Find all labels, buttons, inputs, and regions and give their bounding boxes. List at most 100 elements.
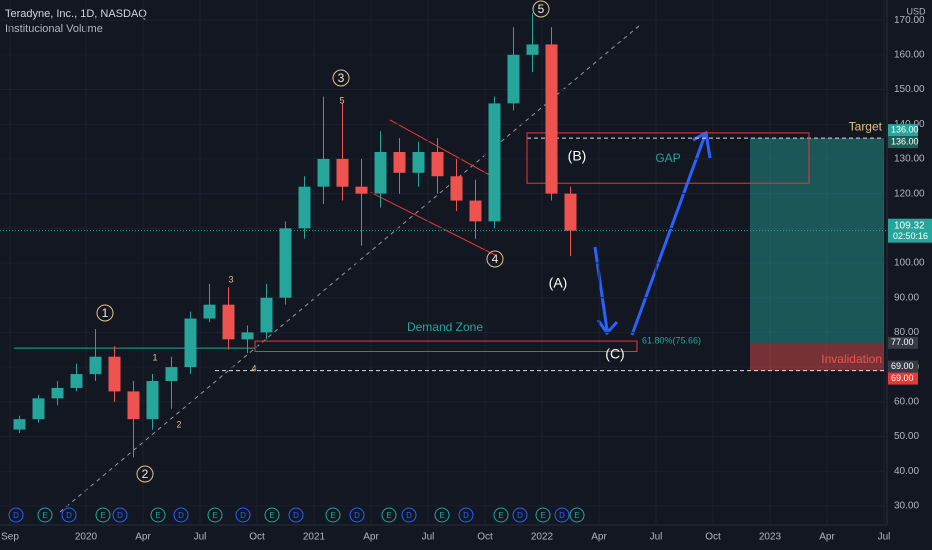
candle-body xyxy=(450,176,463,201)
wave-label: 4 xyxy=(492,252,499,266)
price-tag xyxy=(888,124,918,137)
x-tick-label: 2022 xyxy=(531,532,554,543)
y-tick-label: 80.00 xyxy=(894,327,919,338)
candle-body xyxy=(241,332,254,340)
candle-body xyxy=(260,297,273,333)
price-tag xyxy=(888,372,918,385)
price-tag-label: 136.00 xyxy=(891,136,919,146)
x-tick-label: Jul xyxy=(194,532,207,543)
event-icon xyxy=(173,507,189,523)
candle-body xyxy=(317,158,330,187)
x-tick-label: Oct xyxy=(705,532,721,543)
candle-body xyxy=(184,318,197,368)
candle-body xyxy=(507,54,520,104)
event-icon xyxy=(381,507,397,523)
candle-body xyxy=(32,398,45,420)
event-icon xyxy=(434,507,450,523)
price-tag-label: 69.00 xyxy=(891,361,914,371)
y-tick-label: 120.00 xyxy=(894,188,925,199)
wave-label: 5 xyxy=(339,95,344,105)
x-tick-label: 2021 xyxy=(303,532,326,543)
wave-circle xyxy=(532,0,550,18)
event-letter: E xyxy=(574,511,579,520)
x-tick-label: Jul xyxy=(422,532,435,543)
event-icon xyxy=(569,507,585,523)
event-icon xyxy=(8,507,24,523)
y-tick-label: 160.00 xyxy=(894,49,925,60)
wave-label: (C) xyxy=(605,346,624,362)
countdown: 02:50:16 xyxy=(893,231,928,241)
event-letter: D xyxy=(406,511,412,520)
event-letter: D xyxy=(517,511,523,520)
event-icon xyxy=(512,507,528,523)
candle-body xyxy=(355,186,368,194)
event-letter: D xyxy=(354,511,360,520)
fib-label: 61.80%(75.66) xyxy=(642,335,701,345)
event-icon xyxy=(288,507,304,523)
event-icon xyxy=(264,507,280,523)
x-tick-label: Apr xyxy=(135,532,151,543)
wave-label: (B) xyxy=(568,148,587,164)
wave-label: 1 xyxy=(152,352,157,362)
event-icon xyxy=(325,507,341,523)
wave-label: 5 xyxy=(538,2,545,16)
event-icon xyxy=(554,507,570,523)
y-tick-label: 130.00 xyxy=(894,154,925,165)
event-letter: D xyxy=(178,511,184,520)
wave-label: 3 xyxy=(228,274,233,284)
wave-label: 2 xyxy=(142,467,149,481)
x-tick-label: Oct xyxy=(477,532,493,543)
x-tick-label: Apr xyxy=(819,532,835,543)
candle-body xyxy=(412,151,425,173)
candle-body xyxy=(165,367,178,381)
candle-body xyxy=(89,356,102,375)
y-tick-label: 40.00 xyxy=(894,466,919,477)
wave-circle xyxy=(136,465,154,483)
wave-circle xyxy=(332,69,350,87)
wave-label: 4 xyxy=(251,363,256,373)
y-tick-label: 90.00 xyxy=(894,292,919,303)
gap-box xyxy=(526,132,810,184)
candle-body xyxy=(393,151,406,173)
x-tick-label: 2023 xyxy=(759,532,782,543)
candle-body xyxy=(146,380,159,420)
candle-body xyxy=(336,158,349,187)
wave-circle xyxy=(486,250,504,268)
target-label: Target xyxy=(849,119,883,133)
price-tag xyxy=(888,136,918,149)
candle-body xyxy=(108,356,121,392)
event-letter: E xyxy=(439,511,444,520)
event-icon xyxy=(458,507,474,523)
event-letter: E xyxy=(269,511,274,520)
event-icon xyxy=(235,507,251,523)
y-tick-label: 50.00 xyxy=(894,431,919,442)
event-letter: D xyxy=(117,511,123,520)
event-icon xyxy=(95,507,111,523)
price-tag xyxy=(888,336,918,349)
stop-label: Invalidation xyxy=(821,352,882,366)
event-letter: D xyxy=(13,511,19,520)
x-tick-label: Apr xyxy=(363,532,379,543)
gap-label: GAP xyxy=(655,151,680,165)
candle-body xyxy=(51,387,64,399)
event-letter: E xyxy=(386,511,391,520)
candle-body xyxy=(70,374,83,388)
event-icon xyxy=(207,507,223,523)
candle-body xyxy=(545,44,558,194)
chart-title: Teradyne, Inc., 1D, NASDAQ xyxy=(5,8,147,20)
event-letter: D xyxy=(559,511,565,520)
y-tick-label: 150.00 xyxy=(894,84,925,95)
event-icon xyxy=(150,507,166,523)
stop-zone xyxy=(750,342,884,371)
trendline xyxy=(59,24,641,513)
demand-box xyxy=(254,340,638,353)
candle-body xyxy=(13,419,26,430)
candle-body xyxy=(127,391,140,420)
x-tick-label: Oct xyxy=(249,532,265,543)
candle-body xyxy=(298,186,311,229)
arrow-down xyxy=(593,246,619,336)
event-letter: E xyxy=(100,511,105,520)
wave-label: 3 xyxy=(338,71,345,85)
event-letter: D xyxy=(293,511,299,520)
candle-body xyxy=(469,200,482,222)
